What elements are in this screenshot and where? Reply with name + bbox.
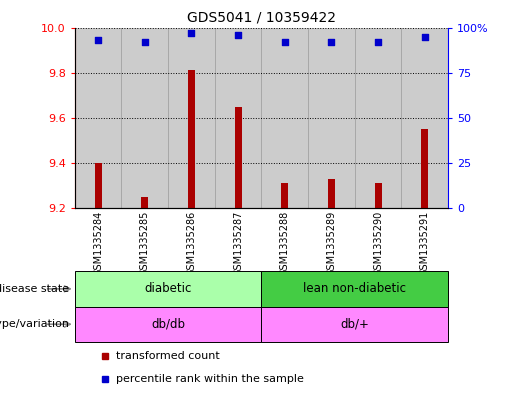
Bar bbox=[95, 163, 101, 208]
Point bbox=[421, 33, 429, 40]
Bar bbox=[355, 28, 401, 208]
Text: lean non-diabetic: lean non-diabetic bbox=[303, 282, 406, 296]
Text: db/db: db/db bbox=[151, 318, 185, 331]
Text: percentile rank within the sample: percentile rank within the sample bbox=[116, 374, 304, 384]
Point bbox=[234, 31, 242, 38]
Bar bbox=[141, 197, 148, 208]
Bar bbox=[328, 179, 335, 208]
Point bbox=[187, 30, 196, 36]
Text: transformed count: transformed count bbox=[116, 351, 219, 361]
Bar bbox=[75, 271, 261, 307]
Text: diabetic: diabetic bbox=[144, 282, 192, 296]
Bar bbox=[168, 28, 215, 208]
Bar bbox=[75, 28, 122, 208]
Bar bbox=[234, 107, 242, 208]
Text: db/+: db/+ bbox=[340, 318, 369, 331]
Bar bbox=[421, 129, 428, 208]
Text: genotype/variation: genotype/variation bbox=[0, 319, 70, 329]
Bar bbox=[122, 28, 168, 208]
Bar bbox=[401, 28, 448, 208]
Point bbox=[94, 37, 102, 43]
Bar bbox=[215, 28, 261, 208]
Point bbox=[141, 39, 149, 45]
Bar bbox=[188, 70, 195, 208]
Bar bbox=[75, 307, 261, 342]
Bar bbox=[374, 184, 382, 208]
Point bbox=[327, 39, 335, 45]
Text: disease state: disease state bbox=[0, 284, 70, 294]
Point bbox=[281, 39, 289, 45]
Point bbox=[374, 39, 382, 45]
Bar bbox=[261, 271, 448, 307]
Bar bbox=[261, 28, 308, 208]
Bar bbox=[308, 28, 355, 208]
Bar bbox=[281, 184, 288, 208]
Bar bbox=[261, 307, 448, 342]
Title: GDS5041 / 10359422: GDS5041 / 10359422 bbox=[187, 11, 336, 25]
